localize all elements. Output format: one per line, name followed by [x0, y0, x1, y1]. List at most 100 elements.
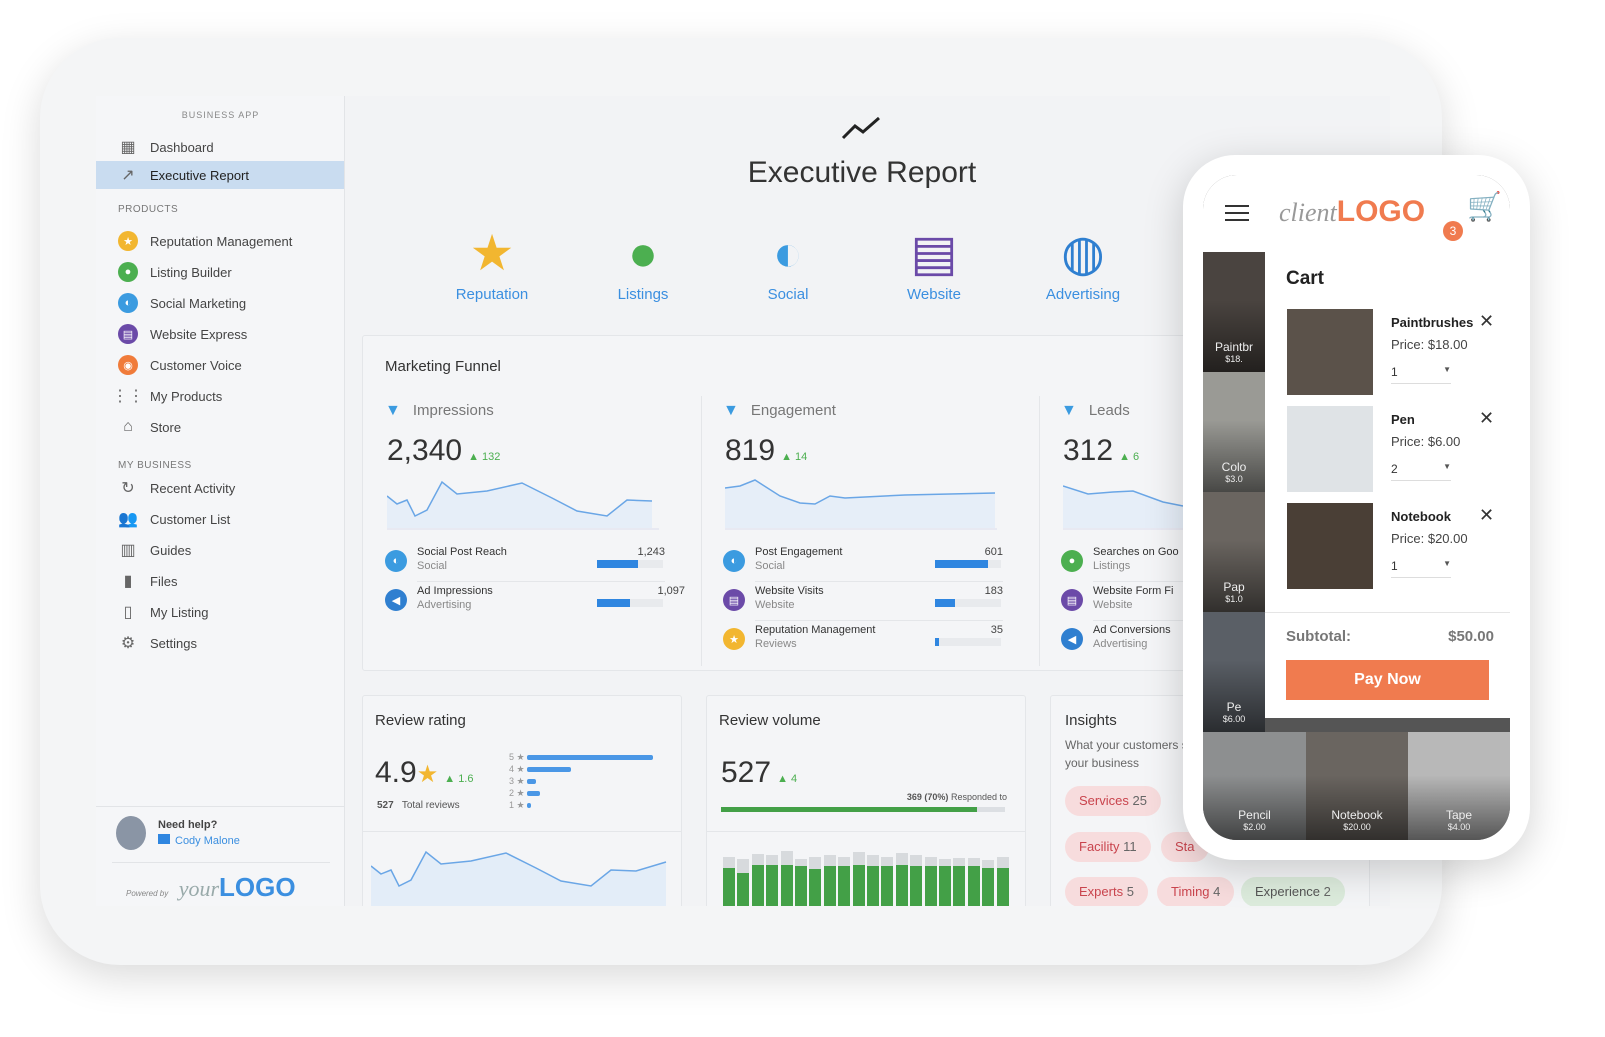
rating-bar-1: 1 ★ — [509, 800, 532, 811]
sidebar-item-label: My Products — [150, 388, 223, 404]
metric-bar — [597, 599, 663, 607]
sidebar-item-files[interactable]: ▮ Files — [96, 567, 344, 595]
product-advertising[interactable]: ◍ Advertising — [1023, 226, 1143, 303]
volume-bar-responded — [737, 873, 750, 906]
phone-screen: clientLOGO 🛒 3 Paintbr $18. Colo $3.0 Pap $1.… — [1203, 175, 1510, 840]
product-tile[interactable]: Pencil $2.00 — [1203, 732, 1306, 840]
website-icon: ▤ — [118, 324, 138, 344]
sidebar-item-dashboard[interactable]: ▦ Dashboard — [96, 133, 344, 161]
rating-bar-3: 3 ★ — [509, 776, 536, 787]
metric-row[interactable]: ◐ Social Post Reach Social 1,243 — [385, 546, 685, 582]
metric-bar — [935, 560, 1001, 568]
product-website[interactable]: ▤ Website — [874, 226, 994, 303]
insight-tag[interactable]: Timing 4 — [1157, 877, 1235, 906]
sidebar-item-executive-report[interactable]: ↗ Executive Report — [96, 161, 344, 189]
people-icon: 👥 — [118, 511, 138, 528]
gear-icon: ⚙ — [120, 635, 136, 652]
sidebar-item-listing-builder[interactable]: ● Listing Builder — [96, 258, 344, 286]
cart-title: Cart — [1286, 268, 1325, 289]
product-thumbnail — [1287, 503, 1373, 589]
quantity-select[interactable]: 2 ▼ — [1391, 462, 1451, 481]
product-label: Listings — [617, 286, 669, 303]
quantity-select[interactable]: 1 ▼ — [1391, 559, 1451, 578]
card-title: Marketing Funnel — [385, 358, 501, 375]
phone-header: clientLOGO 🛒 3 — [1203, 175, 1510, 252]
cart-icon[interactable]: 🛒 — [1467, 191, 1502, 222]
volume-bar-responded — [723, 867, 735, 906]
sidebar-item-reputation-management[interactable]: ★ Reputation Management — [96, 227, 344, 255]
product-label: Reputation — [455, 286, 529, 303]
sidebar-item-label: Social Marketing — [150, 295, 247, 311]
product-reputation[interactable]: ★ Reputation — [432, 226, 552, 303]
metric-row[interactable]: ● Searches on Goo Listings — [1061, 546, 1361, 582]
product-tile[interactable]: Pap $1.0 — [1203, 492, 1265, 612]
volume-bar-responded — [924, 866, 937, 906]
sidebar-item-label: Executive Report — [150, 167, 249, 183]
sidebar-item-my-listing[interactable]: ▯ My Listing — [96, 598, 344, 626]
funnel-value: 312 ▲ 6 — [1063, 434, 1140, 467]
help-contact-link[interactable]: Cody Malone — [158, 834, 240, 847]
sidebar-item-settings[interactable]: ⚙ Settings — [96, 629, 344, 657]
metric-bar — [597, 560, 663, 568]
product-tile[interactable]: Paintbr $18. — [1203, 252, 1265, 372]
quantity-select[interactable]: 1 ▼ — [1391, 365, 1451, 384]
phone-icon: ▯ — [123, 604, 133, 621]
metric-row[interactable]: ◀ Ad Impressions Advertising 1,097 — [385, 581, 685, 621]
insight-tag[interactable]: Experience 2 — [1241, 877, 1345, 906]
product-listings[interactable]: ● Listings — [583, 226, 703, 303]
sidebar-item-customer-list[interactable]: 👥 Customer List — [96, 505, 344, 533]
metric-row[interactable]: ★ Reputation Management Reviews 35 — [723, 620, 1023, 660]
remove-item-close-icon[interactable]: ✕ — [1479, 408, 1495, 428]
rating-sparkline — [371, 850, 667, 906]
responded-progress — [721, 807, 1005, 812]
rating-bar-2: 2 ★ — [509, 788, 540, 799]
volume-bar-responded — [795, 866, 807, 906]
sidebar-item-store[interactable]: ⌂ Store — [96, 413, 344, 441]
volume-bar-responded — [895, 864, 908, 906]
sidebar-item-label: Guides — [150, 542, 192, 558]
volume-bar-responded — [780, 864, 793, 906]
product-tile[interactable]: Tape $4.00 — [1408, 732, 1510, 840]
star-icon: ★ — [469, 225, 515, 281]
insight-tag[interactable]: Facility 11 — [1065, 832, 1151, 862]
pay-now-button[interactable]: Pay Now — [1286, 660, 1489, 700]
sidebar-item-label: Settings — [150, 635, 197, 651]
product-tile[interactable]: Colo $3.0 — [1203, 372, 1265, 492]
volume-bar-responded — [823, 866, 836, 906]
remove-item-close-icon[interactable]: ✕ — [1479, 505, 1495, 525]
basket-icon: ⌂ — [123, 418, 133, 435]
volume-value: 527 ▲ 4 — [721, 756, 798, 789]
sidebar-item-website-express[interactable]: ▤ Website Express — [96, 320, 344, 348]
sidebar-item-recent-activity[interactable]: ↻ Recent Activity — [96, 474, 344, 502]
trend-icon: ↗ — [121, 167, 135, 184]
hamburger-menu-icon[interactable] — [1225, 205, 1249, 221]
product-tile[interactable]: Pe $6.00 — [1203, 612, 1265, 732]
insight-tag[interactable]: Services 25 — [1065, 786, 1161, 816]
funnel-label: ▼ Leads — [1061, 402, 1130, 419]
marketing-funnel-card: Marketing Funnel ▼ Impressions 2,340 ▲ 132 ◐… — [362, 335, 1341, 671]
insight-tag[interactable]: Experts 5 — [1065, 877, 1148, 906]
avatar — [116, 816, 146, 850]
product-thumbnail — [1287, 406, 1373, 492]
product-social[interactable]: ◐ Social — [728, 226, 848, 303]
responded-label: 369 (70%) Responded to — [906, 792, 1007, 802]
product-tile[interactable]: Notebook $20.00 — [1306, 732, 1408, 840]
sidebar-item-social-marketing[interactable]: ◐ Social Marketing — [96, 289, 344, 317]
volume-bar-responded — [996, 867, 1009, 906]
sidebar-item-customer-voice[interactable]: ◉ Customer Voice — [96, 351, 344, 379]
volume-bar-responded — [910, 866, 923, 906]
globe-icon: ◍ — [1061, 225, 1105, 281]
volume-bar-responded — [852, 864, 865, 906]
metric-row[interactable]: ▤ Website Visits Website 183 — [723, 581, 1023, 621]
volume-bar-responded — [967, 866, 980, 906]
sidebar-item-guides[interactable]: ▥ Guides — [96, 536, 344, 564]
product-label: Social — [767, 286, 809, 303]
funnel-column-impressions: ▼ Impressions 2,340 ▲ 132 ◐ Social Post Reach… — [385, 396, 695, 666]
remove-item-close-icon[interactable]: ✕ — [1479, 311, 1495, 331]
sidebar-item-my-products[interactable]: ⋮⋮ My Products — [96, 382, 344, 410]
cart-item: Pen ✕ Price: $6.00 2 ▼ — [1265, 406, 1510, 496]
metric-row[interactable]: ◐ Post Engagement Social 601 — [723, 546, 1023, 582]
client-logo: clientLOGO — [1279, 195, 1426, 228]
card-title: Insights — [1065, 712, 1117, 729]
trend-icon — [841, 116, 880, 140]
